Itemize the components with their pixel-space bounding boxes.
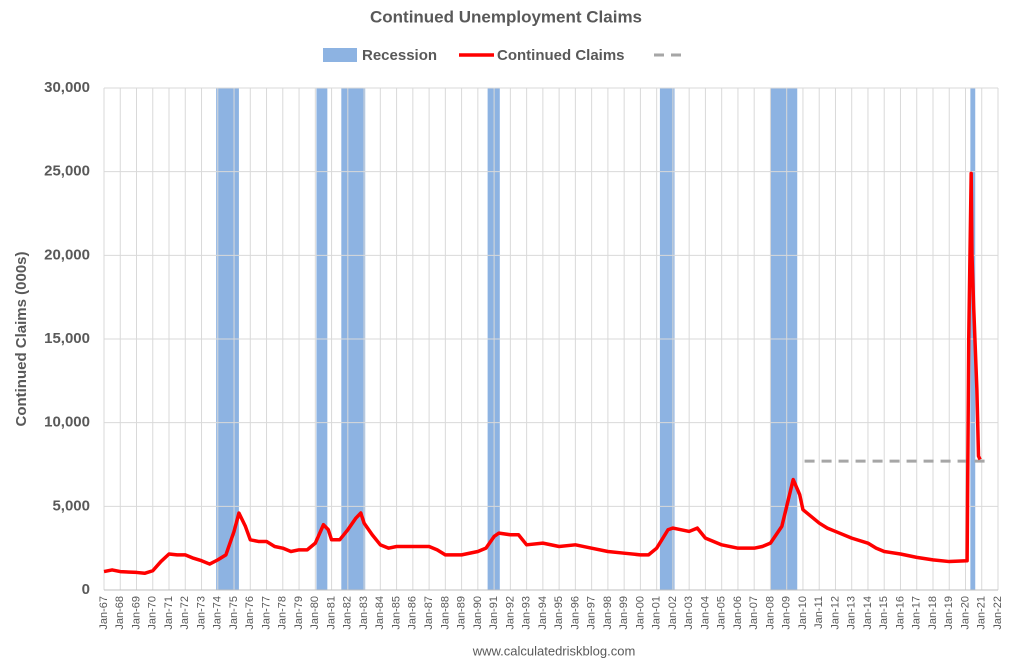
x-tick-label: Jan-13 [846,596,858,630]
x-tick-label: Jan-80 [309,596,321,630]
x-tick-label: Jan-05 [716,596,728,630]
y-tick-label: 15,000 [44,330,90,347]
y-tick-label: 30,000 [44,79,90,96]
x-tick-label: Jan-95 [553,596,565,630]
x-tick-label: Jan-01 [651,596,663,630]
x-tick-label: Jan-21 [976,596,988,630]
x-tick-label: Jan-91 [488,596,500,630]
x-tick-label: Jan-20 [959,596,971,630]
x-tick-label: Jan-09 [781,596,793,630]
footer: www.calculatedriskblog.com [472,643,636,658]
legend-label: Recession [362,47,437,64]
y-tick-label: 10,000 [44,414,90,431]
x-tick-label: Jan-16 [894,596,906,630]
y-axis-label: Continued Claims (000s) [13,251,30,426]
x-tick-label: Jan-67 [98,596,110,630]
x-tick-label: Jan-71 [163,596,175,630]
x-tick-label: Jan-12 [829,596,841,630]
x-tick-label: Jan-10 [797,596,809,630]
data-line [103,171,982,576]
x-tick-label: Jan-83 [358,596,370,630]
x-tick-label: Jan-14 [862,596,874,630]
x-tick-label: Jan-93 [521,596,533,630]
x-tick-label: Jan-90 [472,596,484,630]
legend-label: Continued Claims [497,47,625,64]
x-tick-label: Jan-07 [748,596,760,630]
x-tick-label: Jan-00 [634,596,646,630]
x-tick-label: Jan-15 [878,596,890,630]
x-tick-label: Jan-84 [374,596,386,630]
x-tick-label: Jan-92 [504,596,516,630]
x-tick-label: Jan-88 [439,596,451,630]
x-tick-label: Jan-69 [130,596,142,630]
x-tick-label: Jan-77 [260,596,272,630]
x-tick-label: Jan-68 [114,596,126,630]
x-tick-label: Jan-82 [342,596,354,630]
y-tick-label: 5,000 [52,497,90,514]
x-tick-label: Jan-22 [992,596,1004,630]
x-tick-label: Jan-75 [228,596,240,630]
x-tick-label: Jan-94 [537,596,549,630]
x-tick-label: Jan-85 [390,596,402,630]
x-tick-label: Jan-04 [699,596,711,630]
x-tick-label: Jan-81 [325,596,337,630]
legend-swatch [323,48,357,62]
x-tick-label: Jan-06 [732,596,744,630]
x-tick-label: Jan-98 [602,596,614,630]
y-tick-label: 0 [82,581,90,598]
x-tick-label: Jan-18 [927,596,939,630]
x-tick-label: Jan-86 [407,596,419,630]
y-tick-label: 20,000 [44,246,90,263]
x-tick-label: Jan-08 [764,596,776,630]
x-tick-label: Jan-17 [911,596,923,630]
x-tick-label: Jan-79 [293,596,305,630]
y-tick-label: 25,000 [44,163,90,180]
x-tick-label: Jan-97 [586,596,598,630]
x-tick-label: Jan-11 [813,596,825,629]
x-tick-label: Jan-03 [683,596,695,630]
x-tick-label: Jan-72 [179,596,191,630]
x-tick-label: Jan-19 [943,596,955,630]
chart-title: Continued Unemployment Claims [370,7,642,26]
x-tick-label: Jan-76 [244,596,256,630]
x-tick-label: Jan-87 [423,596,435,630]
x-tick-label: Jan-89 [456,596,468,630]
x-tick-label: Jan-02 [667,596,679,630]
x-tick-label: Jan-70 [147,596,159,630]
x-tick-label: Jan-78 [277,596,289,630]
x-tick-label: Jan-99 [618,596,630,630]
x-tick-label: Jan-96 [569,596,581,630]
x-tick-label: Jan-74 [212,596,224,630]
x-tick-label: Jan-73 [195,596,207,630]
